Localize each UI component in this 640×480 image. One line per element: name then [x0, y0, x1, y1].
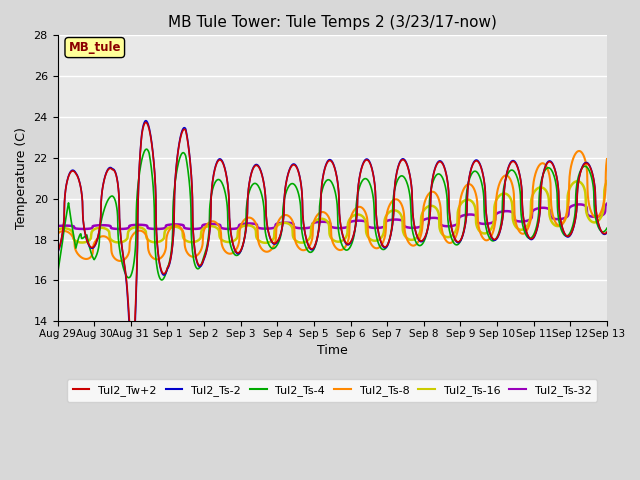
- Text: MB_tule: MB_tule: [68, 41, 121, 54]
- Y-axis label: Temperature (C): Temperature (C): [15, 127, 28, 229]
- X-axis label: Time: Time: [317, 345, 348, 358]
- Title: MB Tule Tower: Tule Temps 2 (3/23/17-now): MB Tule Tower: Tule Temps 2 (3/23/17-now…: [168, 15, 497, 30]
- Legend: Tul2_Tw+2, Tul2_Ts-2, Tul2_Ts-4, Tul2_Ts-8, Tul2_Ts-16, Tul2_Ts-32: Tul2_Tw+2, Tul2_Ts-2, Tul2_Ts-4, Tul2_Ts…: [67, 380, 597, 401]
